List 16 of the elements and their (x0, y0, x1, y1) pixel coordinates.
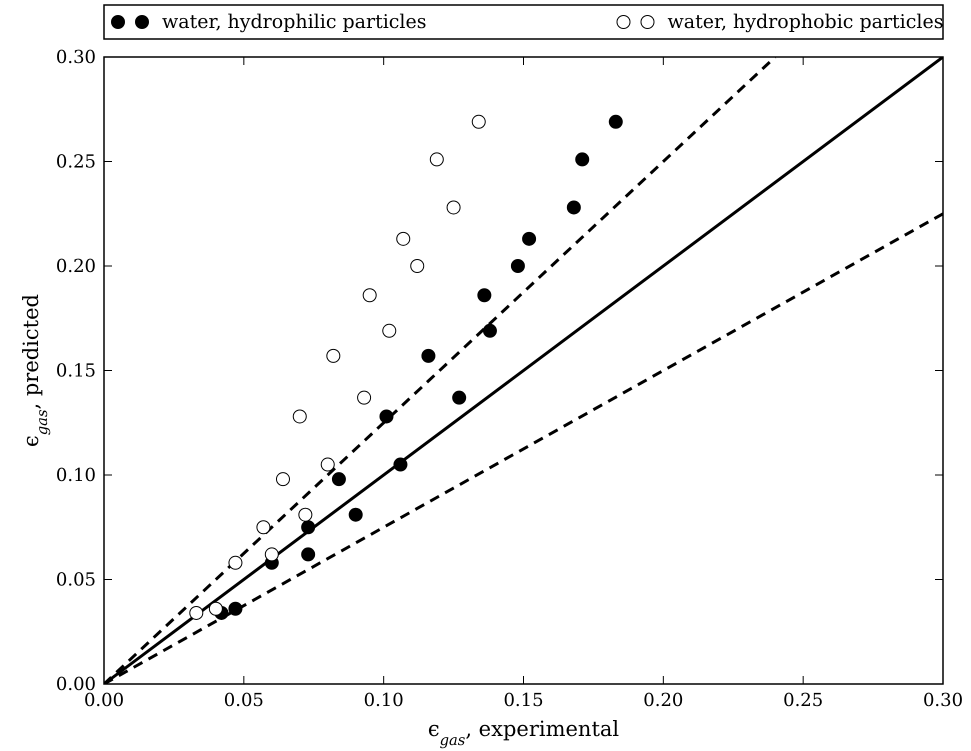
x-tick-label: 0.05 (224, 690, 264, 711)
y-tick-label: 0.10 (56, 465, 96, 486)
x-axis-title: ϵ$_{gas}$, experimental (428, 717, 620, 748)
legend-label: water, hydrophilic particles (162, 11, 427, 33)
y-tick-label: 0.30 (56, 47, 96, 68)
y-tick-label: 0.25 (56, 152, 96, 172)
y-tick-label: 0.20 (56, 256, 96, 277)
x-tick-label: 0.00 (84, 690, 124, 711)
y-tick-label: 0.15 (56, 360, 96, 382)
legend-label: water, hydrophobic particles (668, 11, 944, 33)
x-tick-label: 0.20 (643, 690, 684, 711)
x-tick-label: 0.10 (364, 690, 404, 711)
x-tick-label: 0.30 (922, 690, 964, 711)
x-tick-label: 0.25 (783, 690, 824, 711)
y-tick-label: 0.05 (56, 570, 96, 590)
x-tick-label: 0.15 (503, 690, 544, 711)
